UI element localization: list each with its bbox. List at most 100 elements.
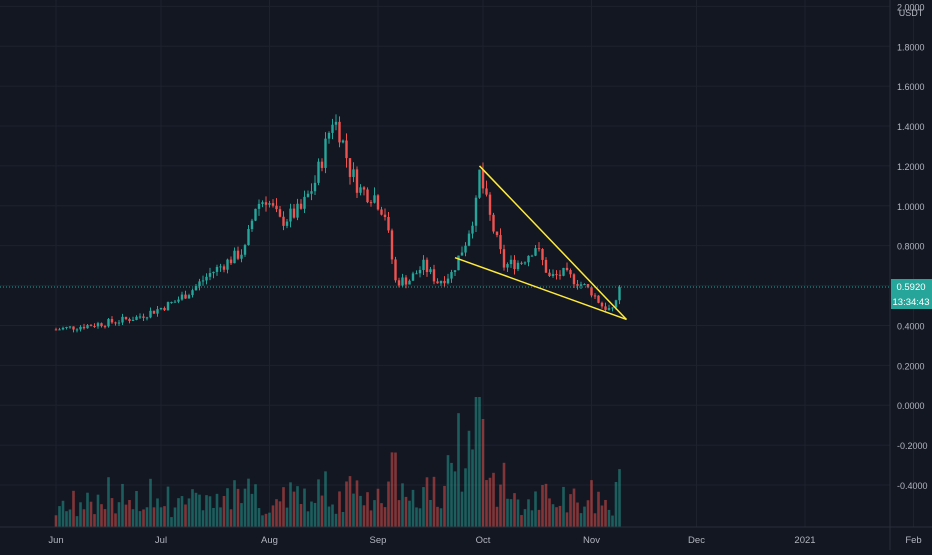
candle-body (233, 250, 236, 264)
volume-bar (499, 484, 502, 527)
price-tick-label: 1.2000 (897, 162, 925, 172)
candle-body (348, 158, 352, 177)
candle-body (604, 306, 607, 310)
volume-bar (320, 495, 324, 527)
volume-bar (366, 492, 369, 527)
candle-body (236, 250, 240, 259)
candle-body (418, 269, 422, 274)
last-price-value: 0.5920 (896, 282, 925, 293)
volume-bar (376, 488, 380, 527)
price-tick-label: 1.6000 (897, 82, 925, 92)
volume-bar (555, 507, 558, 527)
price-tick-label: 1.4000 (897, 122, 925, 132)
price-tick-label: -0.4000 (897, 481, 928, 491)
wedge-trendline[interactable] (478, 165, 628, 320)
volume-bar (331, 504, 334, 527)
volume-bar (296, 486, 299, 527)
candle-body (460, 252, 464, 256)
candle-body (548, 272, 551, 277)
time-tick-label: Sep (370, 535, 387, 546)
volume-bar (163, 506, 166, 527)
candle-body (89, 325, 93, 327)
candle-body (415, 273, 418, 275)
volume-bar (201, 510, 205, 527)
volume-bar (548, 498, 551, 527)
candle-body (576, 284, 579, 286)
candle-body (250, 220, 254, 230)
candle-body (527, 255, 530, 263)
volume-bar (562, 486, 565, 527)
candle-body (520, 262, 523, 264)
volume-bar (397, 500, 401, 527)
volume-bar (215, 493, 219, 527)
volume-bar (604, 499, 607, 527)
volume-bar (429, 499, 432, 527)
volume-bar (387, 481, 390, 527)
candle-body (131, 319, 135, 322)
volume-bar (121, 483, 124, 527)
candle-body (534, 248, 537, 256)
candle-body (411, 273, 415, 281)
price-tick-label: -0.2000 (897, 441, 928, 451)
candle-body (285, 221, 289, 226)
candle-body (611, 307, 614, 309)
volume-bar (513, 493, 516, 527)
volume-bar (72, 490, 75, 527)
volume-bar (359, 495, 362, 527)
candle-body (68, 326, 72, 328)
candle-body (86, 325, 89, 329)
volume-bar (352, 493, 355, 527)
candle-body (198, 281, 201, 287)
price-candles (54, 114, 621, 333)
candle-body (289, 208, 292, 222)
time-tick-label: Jun (48, 535, 63, 546)
volume-bar (313, 502, 317, 527)
candle-body (96, 323, 100, 327)
volume-bar (243, 488, 247, 527)
candle-body (296, 203, 299, 218)
candle-body (397, 280, 401, 286)
volume-bar (299, 504, 303, 527)
candle-body (201, 280, 205, 282)
candle-body (149, 310, 152, 318)
candle-body (383, 214, 387, 218)
wedge-trendline[interactable] (454, 256, 627, 321)
volume-bar (96, 494, 100, 527)
volume-bar (478, 397, 481, 527)
candle-body (184, 294, 187, 299)
candle-body (254, 208, 257, 221)
candle-body (439, 280, 443, 284)
volume-bar (390, 452, 394, 527)
candle-body (135, 316, 138, 320)
volume-bar (334, 513, 338, 527)
volume-bar (138, 511, 142, 527)
volume-bar (485, 480, 488, 527)
candle-body (523, 262, 527, 264)
candle-body (481, 169, 485, 189)
volume-bar (474, 397, 478, 527)
candle-body (194, 286, 198, 291)
candle-body (54, 329, 58, 331)
time-axis[interactable]: Jun Jul Aug Sep Oct Nov Dec 2021 Feb (48, 535, 921, 546)
candle-body (261, 202, 264, 204)
volume-bar (212, 507, 215, 527)
candle-body (509, 259, 513, 265)
volume-bar (205, 495, 208, 527)
candle-body (100, 323, 103, 327)
candle-body (432, 269, 436, 282)
candle-body (579, 284, 583, 286)
candle-body (478, 169, 481, 198)
candle-body (268, 203, 271, 205)
volume-bar (226, 488, 229, 527)
candle-body (278, 209, 282, 217)
candle-body (506, 264, 509, 268)
falling-wedge-trendlines[interactable] (454, 165, 628, 321)
candle-body (387, 217, 390, 231)
volume-bar (156, 498, 159, 527)
candle-body (303, 196, 306, 209)
candle-body (222, 266, 226, 270)
volume-bar (369, 510, 373, 527)
candle-body (502, 249, 506, 268)
